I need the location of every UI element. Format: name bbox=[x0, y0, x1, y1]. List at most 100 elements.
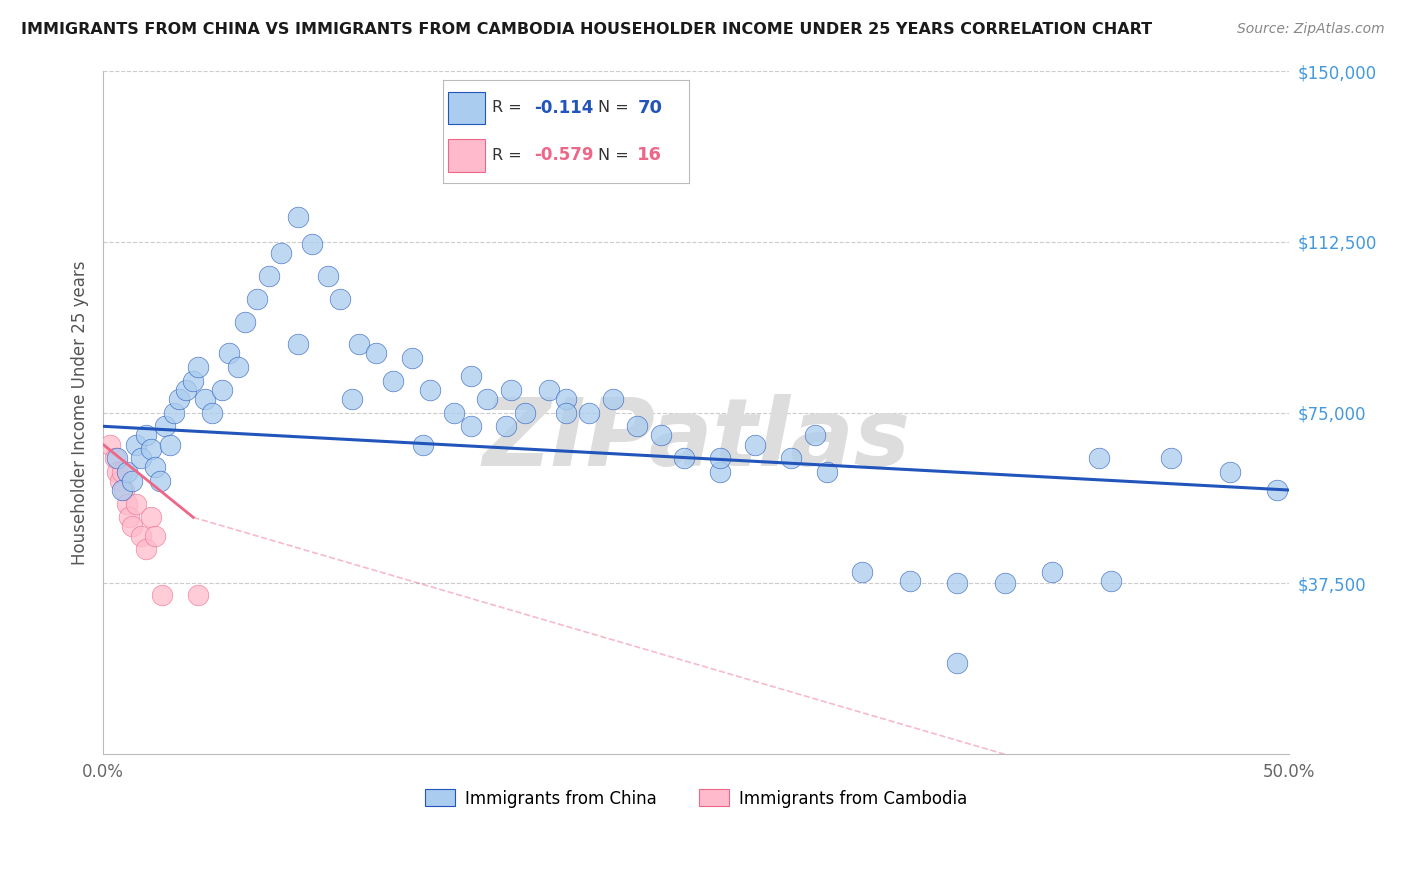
Point bbox=[898, 574, 921, 589]
Point bbox=[149, 474, 172, 488]
Text: R =: R = bbox=[492, 148, 522, 162]
Point bbox=[554, 406, 576, 420]
Point bbox=[1099, 574, 1122, 589]
Point bbox=[329, 292, 352, 306]
Point bbox=[287, 337, 309, 351]
Point bbox=[181, 374, 204, 388]
Point bbox=[946, 576, 969, 591]
Point bbox=[1219, 465, 1241, 479]
Point bbox=[257, 268, 280, 283]
Point bbox=[187, 360, 209, 375]
Point bbox=[1160, 451, 1182, 466]
Point bbox=[115, 465, 138, 479]
Point bbox=[228, 360, 250, 375]
Point bbox=[135, 428, 157, 442]
Point bbox=[349, 337, 371, 351]
Point bbox=[152, 588, 174, 602]
Point bbox=[554, 392, 576, 406]
Point bbox=[673, 451, 696, 466]
Point bbox=[108, 474, 131, 488]
Point bbox=[211, 383, 233, 397]
Point bbox=[780, 451, 803, 466]
Point bbox=[1267, 483, 1289, 497]
FancyBboxPatch shape bbox=[447, 139, 485, 171]
Point bbox=[121, 519, 143, 533]
Point bbox=[301, 237, 323, 252]
Point bbox=[235, 314, 257, 328]
Point bbox=[111, 483, 134, 497]
Point bbox=[650, 428, 672, 442]
Text: IMMIGRANTS FROM CHINA VS IMMIGRANTS FROM CAMBODIA HOUSEHOLDER INCOME UNDER 25 YE: IMMIGRANTS FROM CHINA VS IMMIGRANTS FROM… bbox=[21, 22, 1152, 37]
Point bbox=[401, 351, 423, 365]
Point bbox=[114, 483, 136, 497]
Text: N =: N = bbox=[598, 148, 628, 162]
Point bbox=[139, 510, 162, 524]
Point bbox=[443, 406, 465, 420]
Point bbox=[121, 474, 143, 488]
Point bbox=[501, 383, 523, 397]
Point bbox=[460, 369, 482, 384]
Point bbox=[626, 419, 648, 434]
Text: Source: ZipAtlas.com: Source: ZipAtlas.com bbox=[1237, 22, 1385, 37]
Point bbox=[477, 392, 499, 406]
Point bbox=[105, 451, 128, 466]
Point bbox=[419, 383, 441, 397]
Point bbox=[342, 392, 364, 406]
Text: -0.114: -0.114 bbox=[534, 99, 593, 117]
Point bbox=[174, 383, 197, 397]
Text: -0.579: -0.579 bbox=[534, 146, 593, 164]
Point bbox=[105, 465, 128, 479]
Point bbox=[495, 419, 517, 434]
Y-axis label: Householder Income Under 25 years: Householder Income Under 25 years bbox=[72, 260, 89, 565]
Point bbox=[118, 510, 141, 524]
Point bbox=[163, 406, 186, 420]
Text: N =: N = bbox=[598, 101, 628, 115]
Point bbox=[135, 542, 157, 557]
Legend: Immigrants from China, Immigrants from Cambodia: Immigrants from China, Immigrants from C… bbox=[419, 782, 974, 814]
Point bbox=[129, 451, 152, 466]
Point bbox=[246, 292, 269, 306]
Point bbox=[287, 210, 309, 224]
FancyBboxPatch shape bbox=[447, 92, 485, 124]
Point bbox=[129, 528, 152, 542]
Point bbox=[851, 565, 873, 579]
Point bbox=[139, 442, 162, 456]
Point bbox=[143, 460, 166, 475]
Point bbox=[125, 437, 148, 451]
Point bbox=[744, 437, 766, 451]
Point bbox=[364, 346, 387, 360]
Point bbox=[115, 497, 138, 511]
Point bbox=[98, 437, 121, 451]
Point bbox=[804, 428, 827, 442]
Text: ZIPatlas: ZIPatlas bbox=[482, 394, 910, 486]
Point bbox=[602, 392, 624, 406]
Point bbox=[460, 419, 482, 434]
Point bbox=[538, 383, 561, 397]
Point bbox=[201, 406, 224, 420]
Text: 16: 16 bbox=[637, 146, 662, 164]
Point bbox=[815, 465, 838, 479]
Text: R =: R = bbox=[492, 101, 522, 115]
Point bbox=[412, 437, 434, 451]
Point bbox=[709, 451, 731, 466]
Point bbox=[104, 451, 127, 466]
Point bbox=[709, 465, 731, 479]
Point bbox=[515, 406, 537, 420]
Point bbox=[125, 497, 148, 511]
Point bbox=[194, 392, 217, 406]
Point bbox=[318, 268, 340, 283]
Point bbox=[187, 588, 209, 602]
Point bbox=[270, 246, 292, 260]
Point bbox=[946, 656, 969, 670]
Point bbox=[1040, 565, 1063, 579]
Point bbox=[111, 465, 134, 479]
Point bbox=[153, 419, 176, 434]
Point bbox=[993, 576, 1015, 591]
Point bbox=[159, 437, 181, 451]
Point bbox=[143, 528, 166, 542]
Point bbox=[167, 392, 190, 406]
Text: 70: 70 bbox=[637, 99, 662, 117]
Point bbox=[1088, 451, 1111, 466]
Point bbox=[218, 346, 240, 360]
Point bbox=[381, 374, 404, 388]
